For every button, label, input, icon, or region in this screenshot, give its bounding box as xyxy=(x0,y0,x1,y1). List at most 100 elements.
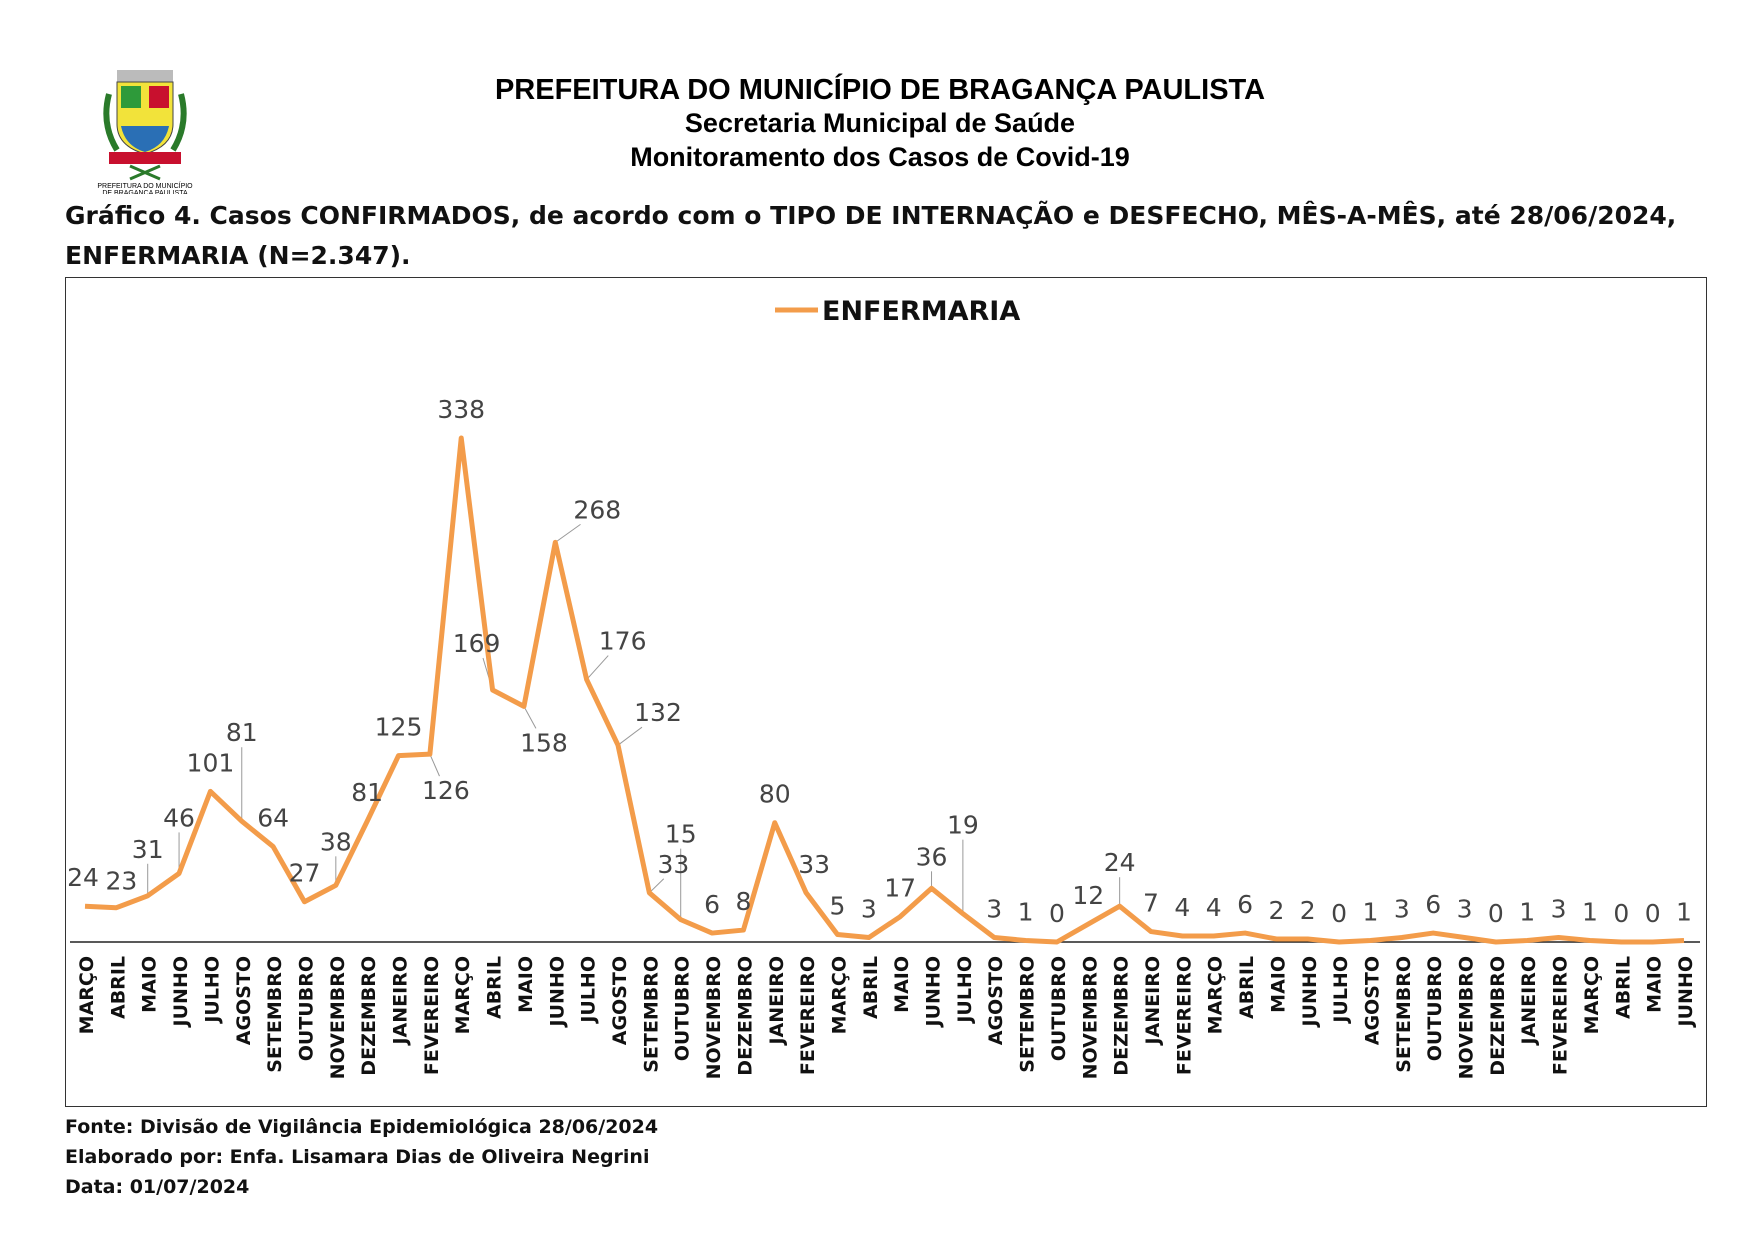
data-label: 3 xyxy=(1394,895,1410,924)
x-tick-label: NOVEMBRO xyxy=(703,956,725,1079)
data-label: 7 xyxy=(1143,889,1159,918)
x-tick-label: DEZEMBRO xyxy=(1487,956,1509,1076)
data-label: 17 xyxy=(884,874,916,903)
data-label: 64 xyxy=(257,804,289,833)
x-tick-label: JUNHO xyxy=(1299,956,1321,1028)
data-label: 0 xyxy=(1613,899,1629,928)
data-label: 268 xyxy=(573,495,621,524)
x-tick-label: MAIO xyxy=(1644,956,1666,1013)
x-tick-label: FEVEREIRO xyxy=(797,956,819,1075)
x-tick-label: JUNHO xyxy=(923,956,945,1028)
data-label: 1 xyxy=(1018,898,1034,927)
data-label: 1 xyxy=(1519,898,1535,927)
data-label: 125 xyxy=(375,713,423,742)
data-label: 23 xyxy=(105,867,137,896)
x-tick-label: JANEIRO xyxy=(390,956,412,1047)
x-tick-label: JUNHO xyxy=(1675,956,1697,1028)
x-tick-label: ABRIL xyxy=(1236,956,1258,1019)
data-label: 1 xyxy=(1676,898,1692,927)
data-label: 0 xyxy=(1331,899,1347,928)
x-tick-label: JUNHO xyxy=(170,956,192,1028)
data-label: 338 xyxy=(437,395,485,424)
x-tick-label: ABRIL xyxy=(1612,956,1634,1019)
report-subtitle: Monitoramento dos Casos de Covid-19 xyxy=(630,142,1130,172)
data-label: 158 xyxy=(520,728,568,757)
data-label: 5 xyxy=(830,892,846,921)
x-tick-label: JULHO xyxy=(1330,956,1352,1025)
x-tick-label: MARÇO xyxy=(1205,956,1227,1034)
org-title: PREFEITURA DO MUNICÍPIO DE BRAGANÇA PAUL… xyxy=(494,74,1266,106)
x-tick-label: MARÇO xyxy=(828,956,850,1034)
data-label: 0 xyxy=(1645,899,1661,928)
x-tick-label: JANEIRO xyxy=(766,956,788,1047)
x-tick-label: ABRIL xyxy=(484,956,506,1019)
x-tick-label: ABRIL xyxy=(107,956,129,1019)
data-label: 46 xyxy=(163,803,195,832)
municipal-coat-of-arms-logo: PREFEITURA DO MUNICÍPIO DE BRAGANÇA PAUL… xyxy=(95,64,195,197)
x-tick-label: OUTUBRO xyxy=(1048,956,1070,1061)
data-label: 24 xyxy=(67,863,99,892)
data-label: 3 xyxy=(986,895,1002,924)
chart-title: Gráfico 4. Casos CONFIRMADOS, de acordo … xyxy=(65,201,1677,270)
x-tick-label: DEZEMBRO xyxy=(1111,956,1133,1076)
data-label: 2 xyxy=(1300,896,1316,925)
data-label: 33 xyxy=(657,850,689,879)
x-tick-label: JULHO xyxy=(954,956,976,1025)
data-label: 1 xyxy=(1582,898,1598,927)
x-tick-label: OUTUBRO xyxy=(295,956,317,1061)
data-label: 132 xyxy=(634,698,682,727)
x-tick-label: MARÇO xyxy=(1581,956,1603,1034)
x-tick-label: OUTUBRO xyxy=(672,956,694,1061)
data-label: 6 xyxy=(1425,890,1441,919)
x-tick-label: SETEMBRO xyxy=(640,956,662,1073)
footer-date: Data: 01/07/2024 xyxy=(65,1176,250,1198)
footer-source: Fonte: Divisão de Vigilância Epidemiológ… xyxy=(65,1116,659,1138)
data-label: 80 xyxy=(759,780,791,809)
data-label: 19 xyxy=(947,811,979,840)
x-tick-label: MARÇO xyxy=(76,956,98,1034)
data-label: 0 xyxy=(1049,899,1065,928)
x-tick-label: ABRIL xyxy=(860,956,882,1019)
legend: ENFERMARIA xyxy=(775,296,1020,327)
x-tick-label: FEVEREIRO xyxy=(1173,956,1195,1075)
x-tick-label: MAIO xyxy=(515,956,537,1013)
data-label: 126 xyxy=(422,776,470,805)
svg-text:DE BRAGANÇA PAULISTA: DE BRAGANÇA PAULISTA xyxy=(102,190,188,194)
data-label: 3 xyxy=(861,895,877,924)
legend-label: ENFERMARIA xyxy=(822,296,1020,327)
x-tick-label: MAIO xyxy=(1267,956,1289,1013)
data-label: 8 xyxy=(735,887,751,916)
data-label: 15 xyxy=(665,820,697,849)
data-label: 24 xyxy=(1104,848,1136,877)
leader-line xyxy=(586,655,609,680)
data-label: 81 xyxy=(351,778,383,807)
series-line-enfermaria xyxy=(84,435,1685,945)
x-tick-label: AGOSTO xyxy=(1361,956,1383,1045)
x-tick-label: DEZEMBRO xyxy=(734,956,756,1076)
x-tick-label: SETEMBRO xyxy=(1393,956,1415,1073)
x-tick-label: AGOSTO xyxy=(985,956,1007,1045)
x-tick-label: AGOSTO xyxy=(233,956,255,1045)
data-label: 169 xyxy=(453,629,501,658)
data-label: 176 xyxy=(599,627,647,656)
x-tick-label: NOVEMBRO xyxy=(1456,956,1478,1079)
x-tick-label: JANEIRO xyxy=(1518,956,1540,1047)
x-tick-label: SETEMBRO xyxy=(264,956,286,1073)
x-tick-label: JUNHO xyxy=(546,956,568,1028)
leader-line xyxy=(555,523,581,543)
data-label: 2 xyxy=(1268,896,1284,925)
x-tick-label: NOVEMBRO xyxy=(327,956,349,1079)
data-label: 3 xyxy=(1457,895,1473,924)
x-tick-label: AGOSTO xyxy=(609,956,631,1045)
data-label: 4 xyxy=(1206,893,1222,922)
x-tick-label: NOVEMBRO xyxy=(1079,956,1101,1079)
data-label: 27 xyxy=(289,859,321,888)
x-tick-label: JULHO xyxy=(578,956,600,1025)
x-tick-label: DEZEMBRO xyxy=(358,956,380,1076)
data-label: 1 xyxy=(1363,898,1379,927)
data-label: 3 xyxy=(1551,895,1567,924)
data-label: 101 xyxy=(187,748,235,777)
data-label: 4 xyxy=(1174,893,1190,922)
x-tick-label: OUTUBRO xyxy=(1424,956,1446,1061)
